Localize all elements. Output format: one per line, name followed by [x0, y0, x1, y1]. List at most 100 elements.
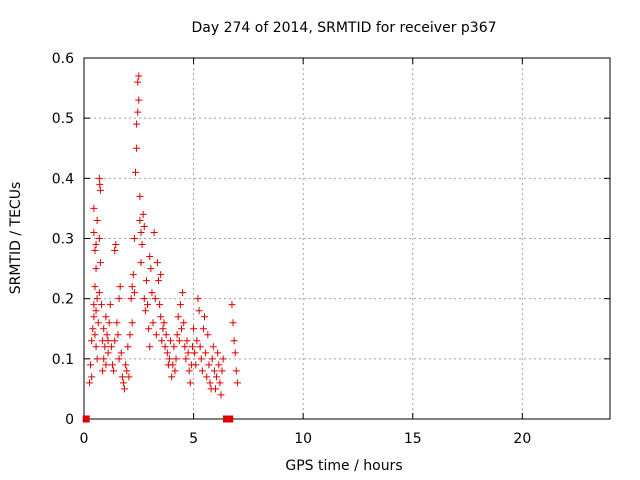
data-point	[184, 349, 192, 357]
data-point	[204, 331, 212, 339]
data-point	[137, 259, 145, 267]
data-point	[228, 301, 236, 309]
data-point	[146, 343, 154, 351]
data-point	[110, 367, 118, 375]
data-point	[92, 307, 100, 315]
data-point	[93, 355, 101, 363]
data-point	[167, 337, 175, 345]
data-point	[105, 319, 113, 327]
data-point	[209, 343, 217, 351]
zero-marker	[82, 415, 90, 423]
data-point	[173, 331, 181, 339]
data-point	[136, 192, 144, 200]
data-point	[113, 319, 121, 327]
data-point	[158, 337, 166, 345]
data-point	[102, 361, 110, 369]
data-point	[142, 277, 150, 285]
data-point	[138, 241, 146, 249]
data-point	[134, 78, 142, 86]
y-tick-label: 0	[65, 412, 74, 428]
data-point	[141, 307, 149, 315]
data-point	[219, 355, 227, 363]
data-point	[112, 241, 120, 249]
data-point	[159, 325, 167, 333]
data-point	[199, 325, 207, 333]
data-point	[134, 108, 142, 116]
data-point	[179, 289, 187, 297]
zero-marker	[226, 415, 234, 423]
data-point	[150, 228, 158, 236]
data-point	[128, 319, 136, 327]
plot-frame	[83, 57, 611, 420]
data-point	[93, 216, 101, 224]
data-point	[98, 301, 106, 309]
data-point	[121, 385, 129, 393]
data-point	[135, 72, 143, 80]
data-point	[206, 379, 214, 387]
data-point	[93, 295, 101, 303]
data-point	[201, 313, 209, 321]
data-point	[115, 355, 123, 363]
data-point	[132, 168, 140, 176]
data-point	[182, 355, 190, 363]
data-point	[90, 204, 98, 212]
data-point	[92, 241, 100, 249]
data-point	[96, 186, 104, 194]
data-point	[212, 385, 219, 393]
data-point	[114, 331, 122, 339]
data-point	[94, 319, 102, 327]
y-tick-label: 0.1	[52, 352, 74, 368]
grid-lines	[84, 58, 610, 419]
data-point	[178, 325, 186, 333]
data-point	[136, 216, 144, 224]
data-point	[127, 295, 135, 303]
y-tick-label: 0.2	[52, 292, 74, 308]
data-point	[92, 265, 100, 273]
data-point	[230, 337, 238, 345]
data-point	[140, 295, 148, 303]
data-point	[111, 337, 119, 345]
data-point	[197, 355, 205, 363]
data-point	[163, 349, 171, 357]
data-point	[87, 361, 95, 369]
data-point	[186, 379, 194, 387]
data-point	[122, 361, 130, 369]
data-point	[130, 289, 138, 297]
data-point	[148, 289, 156, 297]
data-point	[214, 349, 222, 357]
data-point	[196, 343, 204, 351]
data-point	[124, 343, 132, 351]
data-point	[85, 379, 93, 387]
data-point	[175, 337, 183, 345]
data-point	[99, 367, 107, 375]
data-point	[91, 283, 99, 291]
data-point	[90, 228, 98, 236]
data-point	[128, 283, 136, 291]
data-point	[90, 313, 98, 321]
data-point	[119, 379, 127, 387]
data-point	[108, 361, 116, 369]
data-point	[91, 247, 99, 255]
data-point	[185, 367, 193, 375]
data-point	[144, 301, 152, 309]
data-point	[155, 277, 163, 285]
data-point	[115, 295, 123, 303]
data-point	[188, 343, 196, 351]
data-point	[233, 379, 241, 387]
data-point	[129, 271, 137, 279]
data-point	[213, 373, 221, 381]
data-point	[194, 295, 202, 303]
data-point	[147, 265, 155, 273]
data-point	[191, 349, 199, 357]
data-point	[229, 319, 237, 327]
data-point	[103, 331, 111, 339]
data-point	[139, 210, 147, 218]
data-point	[172, 355, 180, 363]
data-point	[157, 271, 165, 279]
x-tick-label: 5	[189, 431, 198, 447]
data-point	[180, 319, 188, 327]
data-point	[117, 349, 125, 357]
data-point	[205, 361, 213, 369]
y-tick-label: 0.4	[52, 171, 74, 187]
